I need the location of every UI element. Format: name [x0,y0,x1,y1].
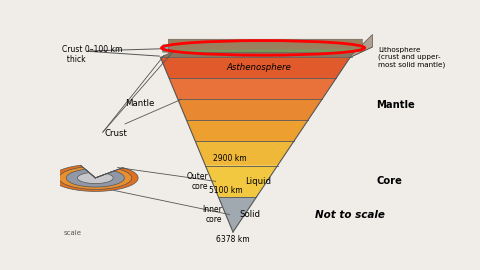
Polygon shape [195,141,294,166]
Polygon shape [169,78,336,99]
Text: scale: scale [64,230,82,236]
Text: 5100 km: 5100 km [209,185,243,195]
Text: Liquid: Liquid [245,177,271,186]
Text: 6378 km: 6378 km [216,235,250,244]
Text: Crust 0–100 km
  thick: Crust 0–100 km thick [62,45,122,64]
Text: Mantle: Mantle [125,99,155,107]
Polygon shape [77,173,113,184]
Text: Not to scale: Not to scale [315,210,385,220]
Text: Mantle: Mantle [376,100,415,110]
Text: Core: Core [376,176,402,186]
Polygon shape [163,45,360,52]
Polygon shape [168,39,362,53]
Text: Outer
core: Outer core [186,172,208,191]
Polygon shape [59,167,132,189]
Text: Solid: Solid [240,210,261,219]
Polygon shape [187,120,308,141]
Polygon shape [53,165,138,191]
Text: Crust: Crust [105,129,128,138]
Polygon shape [160,47,372,57]
Text: Inner
core: Inner core [202,205,222,224]
Polygon shape [350,35,372,57]
Polygon shape [163,49,360,52]
Polygon shape [66,169,124,187]
Polygon shape [178,99,322,120]
Text: Lithosphere
(crust and upper-
most solid mantle): Lithosphere (crust and upper- most solid… [378,47,445,68]
Text: 2900 km: 2900 km [214,154,247,163]
Polygon shape [160,57,350,78]
Text: Asthenosphere: Asthenosphere [227,63,291,72]
Polygon shape [218,197,256,232]
Polygon shape [205,166,277,197]
